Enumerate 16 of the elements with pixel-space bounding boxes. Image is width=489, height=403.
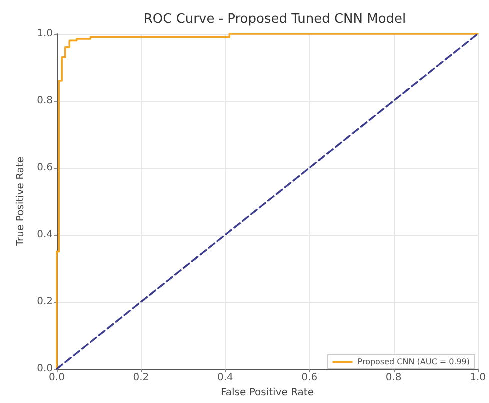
chart-title: ROC Curve - Proposed Tuned CNN Model — [144, 12, 406, 27]
x-tick-label: 0.2 — [133, 372, 150, 384]
x-tick-label: 0.6 — [302, 372, 318, 384]
x-tick-label: 0.0 — [49, 372, 65, 384]
y-tick-label: 1.0 — [37, 28, 53, 40]
line-series — [56, 33, 479, 370]
y-tick-label: 0.6 — [37, 162, 53, 174]
x-axis-title: False Positive Rate — [221, 388, 314, 398]
y-tick-label: 0.4 — [37, 230, 53, 241]
x-tick-label: 0.8 — [386, 372, 402, 384]
x-tick-label: 1.0 — [470, 372, 486, 384]
legend-label: Proposed CNN (AUC = 0.99) — [358, 358, 470, 366]
y-tick-label: 0.8 — [37, 96, 53, 107]
x-tick-label: 0.4 — [217, 372, 234, 384]
y-axis-title: True Positive Rate — [16, 157, 27, 248]
y-tick-label: 0.2 — [37, 296, 53, 308]
